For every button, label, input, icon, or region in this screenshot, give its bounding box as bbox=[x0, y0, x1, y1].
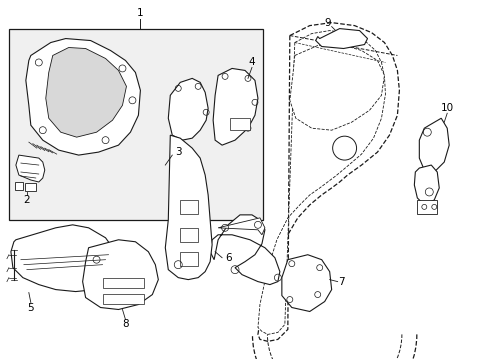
Polygon shape bbox=[26, 39, 140, 155]
Text: 8: 8 bbox=[122, 319, 128, 329]
Text: 4: 4 bbox=[248, 58, 255, 67]
Bar bbox=[180, 228, 198, 242]
Polygon shape bbox=[419, 118, 448, 172]
Polygon shape bbox=[258, 31, 385, 334]
Polygon shape bbox=[16, 155, 45, 182]
Text: 3: 3 bbox=[175, 147, 181, 157]
Text: 9: 9 bbox=[324, 18, 330, 28]
Polygon shape bbox=[168, 78, 208, 140]
Polygon shape bbox=[165, 135, 212, 280]
Text: 6: 6 bbox=[224, 253, 231, 263]
Bar bbox=[102, 278, 144, 288]
Polygon shape bbox=[210, 215, 279, 285]
Polygon shape bbox=[11, 225, 118, 292]
Text: 7: 7 bbox=[338, 276, 344, 287]
Bar bbox=[229, 118, 249, 130]
Polygon shape bbox=[289, 45, 384, 130]
Polygon shape bbox=[25, 183, 36, 191]
Polygon shape bbox=[15, 182, 23, 190]
Polygon shape bbox=[218, 218, 264, 235]
Text: 5: 5 bbox=[27, 302, 34, 312]
Text: 1: 1 bbox=[137, 8, 143, 18]
Text: 10: 10 bbox=[440, 103, 453, 113]
Polygon shape bbox=[82, 240, 158, 310]
Polygon shape bbox=[46, 48, 126, 137]
Polygon shape bbox=[281, 255, 331, 311]
Polygon shape bbox=[9, 28, 263, 220]
Bar bbox=[416, 200, 436, 214]
Text: 2: 2 bbox=[23, 195, 30, 205]
Polygon shape bbox=[213, 68, 258, 145]
Bar bbox=[180, 200, 198, 214]
Polygon shape bbox=[315, 28, 367, 49]
Bar bbox=[180, 252, 198, 266]
Polygon shape bbox=[258, 23, 399, 341]
Polygon shape bbox=[413, 165, 438, 205]
Bar bbox=[102, 293, 144, 303]
